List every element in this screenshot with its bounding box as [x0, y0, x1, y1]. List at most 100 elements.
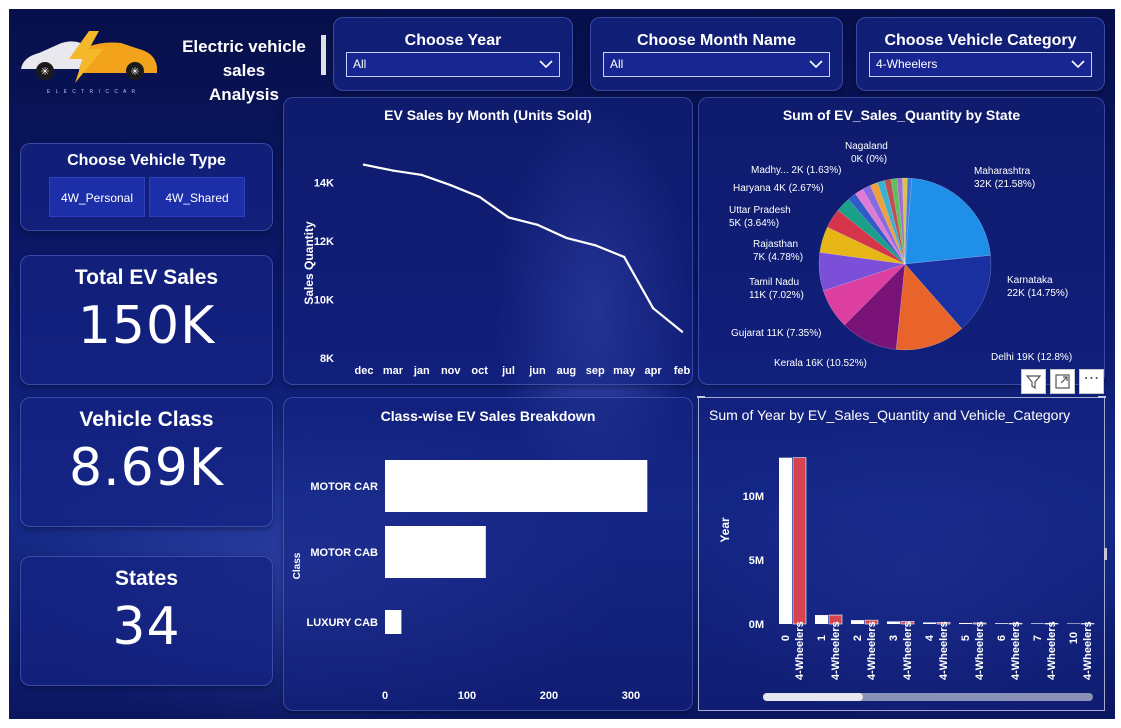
month-dropdown-value: All [610, 57, 624, 71]
svg-text:✳: ✳ [130, 66, 139, 78]
x-tick-label: 1 [816, 635, 828, 641]
line-point [420, 173, 424, 177]
x-subcategory-label: 4-Wheelers [794, 621, 806, 680]
column-bar [1008, 622, 1023, 625]
year-slicer: Choose Year All [333, 17, 573, 91]
vehicle-type-title: Choose Vehicle Type [67, 152, 226, 169]
pie-data-label: Madhy... 2K (1.63%) [751, 165, 841, 176]
pie-slice [837, 199, 906, 265]
pie-slice [818, 252, 906, 292]
page-title-line2: Analysis [209, 85, 279, 104]
x-tick-label: 100 [458, 690, 476, 702]
hbar-chart: Class MOTOR CAR MOTOR CAB LUXURY CAB 0 100 200… [292, 460, 648, 702]
line-point [594, 244, 597, 247]
chart-title: EV Sales by Month (Units Sold) [384, 107, 592, 123]
pie-slice [884, 178, 906, 265]
y-axis-label: Year [718, 517, 732, 543]
column-bar [923, 622, 936, 624]
y-tick-label: 8K [320, 353, 334, 365]
line-point [622, 255, 626, 259]
pie-data-label: 7K (4.78%) [753, 252, 803, 263]
category-dropdown-value: 4-Wheelers [876, 57, 938, 71]
pie-slice [896, 177, 906, 265]
pie-data-label: Delhi 19K (12.8%) [991, 352, 1072, 363]
y-tick-label: 14K [314, 177, 334, 189]
chart-scrollbar-track[interactable] [763, 693, 1093, 701]
pie-data-label: 32K (21.58%) [974, 179, 1035, 190]
filter-icon[interactable] [1021, 369, 1046, 394]
state-sales-chart-card: Sum of EV_Sales_Quantity by State Mahara… [698, 97, 1105, 385]
x-tick-label: 3 [888, 635, 900, 641]
pie-slice [902, 177, 908, 265]
vehicle-type-option-personal[interactable]: 4W_Personal [49, 177, 145, 217]
electric-car-logo-icon: ✳ ✳ [21, 31, 157, 83]
visual-toolbar: ⋯ [1021, 369, 1105, 395]
category-dropdown[interactable]: 4-Wheelers [869, 52, 1092, 77]
y-tick-label: 10M [743, 491, 764, 503]
line-point [478, 195, 481, 199]
pie-slice [877, 180, 906, 265]
x-tick-label: feb [674, 365, 691, 377]
column-bar [1067, 623, 1080, 624]
column-bar [792, 457, 807, 625]
chevron-down-icon [539, 60, 553, 69]
column-bar [936, 622, 951, 625]
pie-slice [822, 263, 906, 326]
kpi-vehicle-class-label: Vehicle Class [79, 408, 214, 431]
line-point [536, 223, 539, 226]
page-title-line1: Electric vehicle sales [182, 37, 306, 80]
category-label: MOTOR CAR [310, 481, 378, 493]
line-point [362, 163, 366, 166]
focus-mode-icon[interactable] [1050, 369, 1075, 394]
column-bar [864, 619, 879, 625]
pie-data-label: Tamil Nadu [749, 277, 799, 288]
kpi-vehicle-class-value: 8.69K [69, 438, 224, 498]
month-dropdown[interactable]: All [603, 52, 830, 77]
pie-data-label: Maharashtra [974, 166, 1031, 177]
column-bar [972, 622, 987, 625]
x-tick-label: 5 [960, 635, 972, 641]
year-category-chart-card[interactable]: Sum of Year by EV_Sales_Quantity and Veh… [697, 396, 1107, 711]
x-tick-label: jun [528, 365, 546, 377]
x-subcategory-label: 4-Wheelers [938, 621, 950, 680]
column-bar [959, 622, 972, 624]
x-tick-label: 6 [996, 635, 1008, 641]
pie-data-label: 5K (3.64%) [729, 218, 779, 229]
x-subcategory-label: 4-Wheelers [974, 621, 986, 680]
pie-slice [895, 263, 963, 351]
pie-slice [826, 209, 906, 265]
kpi-states-label: States [114, 567, 179, 590]
column-bar [851, 620, 864, 624]
chart-title: Sum of Year by EV_Sales_Quantity and Veh… [709, 407, 1071, 423]
category-slicer-title: Choose Vehicle Category [884, 32, 1077, 49]
x-tick-label: apr [645, 365, 663, 377]
resize-handle[interactable] [1098, 396, 1106, 398]
resize-handle[interactable] [697, 396, 705, 398]
category-label: MOTOR CAB [310, 547, 378, 559]
pie-chart: Maharashtra 32K (21.58%) Karnataka 22K (14.… [729, 141, 1072, 369]
more-options-icon[interactable]: ⋯ [1079, 369, 1104, 394]
category-label: LUXURY CAB [306, 617, 378, 629]
year-dropdown[interactable]: All [346, 52, 560, 77]
x-subcategory-label: 4-Wheelers [866, 621, 878, 680]
year-slicer-title: Choose Year [404, 32, 502, 49]
pie-slice [819, 226, 906, 265]
line-point [449, 184, 452, 187]
x-subcategory-label: 4-Wheelers [1082, 621, 1094, 680]
chevron-down-icon [1071, 60, 1085, 69]
pie-slice [890, 178, 906, 265]
logo-caption: E L E C T R I C C A R [46, 89, 138, 95]
vehicle-type-option-shared[interactable]: 4W_Shared [149, 177, 245, 217]
pie-slice [904, 255, 992, 329]
line-point [391, 169, 395, 172]
y-tick-label: 0M [749, 619, 764, 631]
x-tick-label: dec [355, 365, 374, 377]
y-tick-label: 5M [749, 555, 764, 567]
resize-handle[interactable] [1104, 548, 1107, 560]
x-subcategory-label: 4-Wheelers [1010, 621, 1022, 680]
chart-scrollbar-thumb[interactable] [763, 693, 863, 701]
pie-slice [844, 263, 906, 350]
x-tick-label: aug [557, 365, 577, 377]
